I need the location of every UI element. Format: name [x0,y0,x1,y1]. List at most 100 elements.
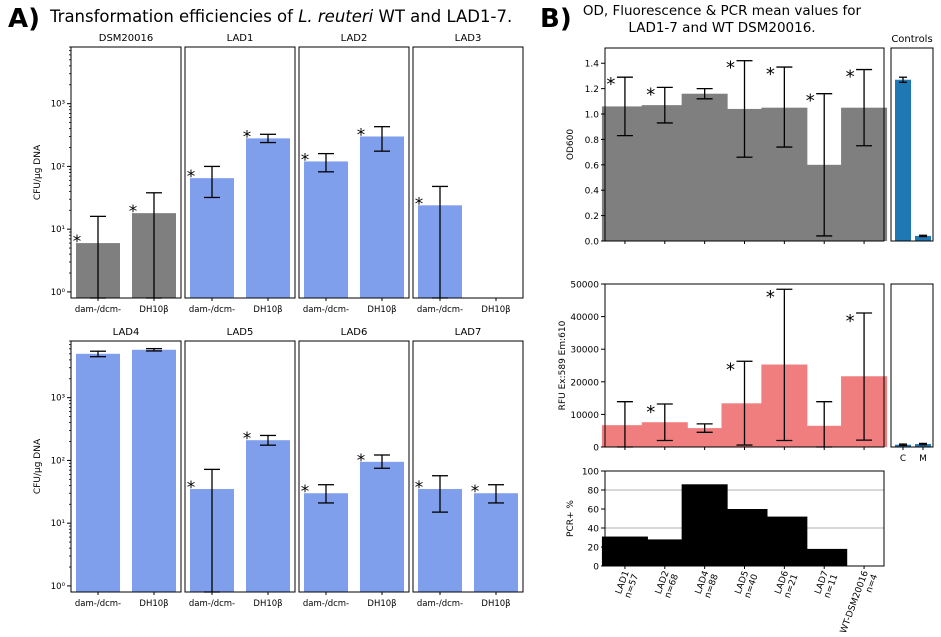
error-bar [616,76,633,137]
significance-star: * [471,482,480,502]
significance-star: * [243,127,252,147]
bar-lad2-dh10b [360,136,404,298]
control-bar-m [915,444,931,447]
x-tick-label: dam-/dcm- [417,599,463,609]
error-bar [656,86,673,124]
significance-star: * [806,91,815,112]
panel-a-title-prefix: Transformation efficiencies of [49,7,298,26]
significance-star: * [646,402,655,423]
error-bar [90,350,106,358]
y-tick-label: 40000 [570,313,599,323]
significance-star: * [646,84,655,105]
x-tick-label: DH10β [139,305,168,315]
significance-star: * [187,478,196,498]
bar-lad1-dam-dcm [190,178,234,298]
y-tick-label: 1.0 [585,111,600,121]
panel-a-title-suffix: WT and LAD1-7. [373,7,512,26]
panel-b-label: B) [540,4,572,34]
axes-frame [184,340,296,593]
od600-controls: Controls [890,34,934,242]
pcr-category-label: LAD5n=40 [733,569,760,599]
control-error-bar [919,442,927,446]
significance-star: * [726,359,735,380]
x-tick-label: DH10β [139,599,168,609]
y-tick-label: 10² [51,162,65,172]
bar-lad4-dam-dcm [76,353,120,592]
control-x-label: M [919,454,927,464]
x-tick-label: dam-/dcm- [303,599,349,609]
y-tick-label: 10² [51,456,65,466]
control-error-bar [899,76,907,83]
error-bar [260,434,276,446]
error-bar [432,475,448,513]
axes-frame [298,340,410,593]
pcr-x-labels: LAD1n=57 LAD2n=68 LAD4n=88 LAD5n=40 LAD6n=21… [614,569,880,637]
panel-a-label: A) [8,4,40,34]
error-bar [260,133,276,144]
significance-star: * [243,429,252,449]
y-tick-label: 0.0 [585,238,600,248]
bar-lad2 [641,105,688,242]
bar-lad6-dam-dcm [304,493,348,592]
control-error-bar [899,443,907,447]
pcr-category-label: WT-DSM20016n=4 [839,569,880,637]
y-tick-label: 1.4 [585,60,600,70]
y-tick-label: 0 [593,444,599,454]
significance-star: * [73,232,82,252]
subplot-lad7: LAD7 * * dam-/dcm- DH10β [412,327,524,609]
panel-a-title-species: L. reuteri [298,7,373,26]
bar-lad6-dh10b [360,461,404,592]
y-tick-label: 10¹ [51,519,65,529]
x-tick-label: DH10β [481,305,510,315]
y-tick-label: 60 [588,506,600,516]
subplot-title: LAD2 [341,33,368,44]
pcr-category-label: LAD7n=11 [813,570,840,600]
y-axis-label: RFU Ex:589 Em:610 [558,320,568,410]
y-tick-label: 1.2 [585,85,599,95]
pcr-category-name: WT-DSM20016 [839,569,871,635]
y-axis-label: PCR+ % [566,500,576,537]
bar-lad2 [641,539,688,566]
error-bar [204,165,220,199]
significance-star: * [606,74,615,95]
y-tick-label: 10⁰ [51,288,66,298]
pcr-category-label: LAD4n=88 [694,569,721,599]
x-tick-label: DH10β [367,599,396,609]
od600-chart: * * * * * * 0.0 0.2 0.4 0.6 0.8 1.0 1.2 1.4 OD600 [566,47,888,248]
significance-star: * [415,478,424,498]
error-bar [696,87,713,100]
error-bar [736,360,753,446]
error-bar [318,484,334,504]
bar-lad1 [601,536,648,566]
pcr-category-label: LAD6n=21 [773,569,800,599]
bar-lad1-dh10b [246,138,290,298]
bar-lad7-dh10b [474,493,518,592]
controls-frame [890,283,934,448]
subplot-title: LAD5 [227,327,254,338]
subplot-dsm20016: DSM20016 * * dam-/dcm- DH10β 10⁰ 10¹ 10² 10³ CFU/… [33,33,182,315]
subplot-lad4: LAD4 dam-/dcm- DH10β 10⁰ 10¹ 10² 10³ CFU/µg DNA [33,327,182,609]
x-tick-label: dam-/dcm- [75,599,121,609]
error-bar [776,288,793,442]
pcr-chart: 0 20 40 60 80 100 PCR+ % [566,468,885,573]
significance-star: * [357,451,366,471]
bar-lad4 [681,93,728,241]
control-bar-m [915,235,931,241]
subplot-title: LAD6 [341,327,368,338]
y-tick-label: 10⁰ [51,582,66,592]
rfu-chart: * * * * 0 10000 20000 30000 40000 50000 RFU Ex:589… [558,281,888,454]
bar-lad2-dam-dcm [304,161,348,298]
y-axis-label: CFU/µg DNA [33,438,43,494]
y-tick-label: 10³ [51,100,65,110]
error-bar [856,68,873,147]
y-axis-label: CFU/µg DNA [33,144,43,200]
x-tick-label: dam-/dcm- [75,305,121,315]
x-tick-label: DH10β [481,599,510,609]
controls-frame [890,47,934,242]
error-bar [816,93,833,237]
pcr-category-label: LAD1n=57 [614,570,641,600]
subplot-lad6: LAD6 * * dam-/dcm- DH10β [298,327,410,609]
x-tick-label: DH10β [253,599,282,609]
